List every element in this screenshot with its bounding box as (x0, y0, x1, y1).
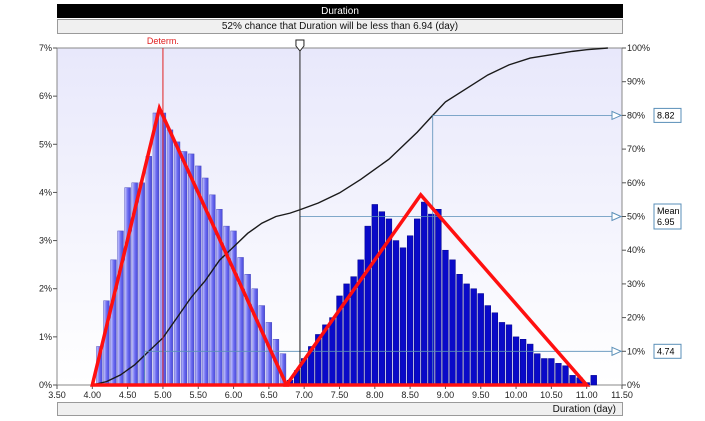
histogram-bar (442, 249, 449, 386)
slider-handle (295, 39, 305, 52)
histogram-bar (378, 211, 386, 386)
histogram-bar (180, 151, 188, 386)
x-tick-label: 8.00 (366, 390, 384, 400)
triangle-annotation (90, 102, 290, 387)
histogram-bar (435, 209, 442, 386)
histogram-bar (590, 375, 597, 386)
y-tick-label: 2% (39, 284, 52, 294)
histogram-bar (456, 274, 463, 386)
y-tick-label: 7% (39, 43, 52, 53)
x-tick-label: 9.50 (472, 390, 490, 400)
y-tick-label: 1% (39, 332, 52, 342)
percentile-value-box (653, 203, 682, 230)
percentile-value-label: 8.82 (657, 110, 675, 120)
y2-tick-label: 10% (627, 346, 645, 356)
chart-title: Duration (57, 4, 623, 18)
y-tick-label: 0% (39, 380, 52, 390)
determ-label: Determ. (147, 36, 179, 46)
histogram-bar (188, 153, 195, 386)
x-tick-label: 5.50 (189, 390, 207, 400)
x-tick-label: 7.50 (331, 390, 349, 400)
histogram-bar (562, 365, 569, 386)
histogram-bar (251, 288, 258, 386)
x-tick-label: 9.00 (437, 390, 455, 400)
y2-tick-label: 30% (627, 279, 645, 289)
x-tick-label: 10.00 (505, 390, 528, 400)
histogram-bar (428, 213, 435, 386)
x-tick-label: 11.00 (576, 390, 598, 400)
x-tick-label: 7.00 (295, 390, 313, 400)
histogram-bar (406, 235, 414, 386)
y2-tick-label: 100% (627, 43, 650, 53)
histogram-bar (230, 230, 237, 386)
y2-tick-label: 60% (627, 178, 645, 188)
percentile-value-label: Mean (657, 206, 680, 216)
x-tick-label: 11.50 (611, 390, 633, 400)
histogram-bar (534, 353, 541, 386)
x-tick-label: 3.50 (48, 390, 66, 400)
histogram-bar (399, 247, 407, 386)
y2-tick-label: 20% (627, 313, 645, 323)
histogram-bar (555, 363, 562, 386)
histogram-bar (166, 129, 174, 386)
histogram-bar (541, 358, 548, 386)
histogram-bar (527, 343, 534, 386)
y-tick-label: 4% (39, 187, 52, 197)
y2-tick-label: 90% (627, 77, 645, 87)
x-axis-label: Duration (day) (57, 402, 623, 416)
x-tick-label: 6.50 (260, 390, 278, 400)
histogram-bar (421, 201, 428, 386)
x-tick-label: 4.50 (119, 390, 137, 400)
y-tick-label: 3% (39, 236, 52, 246)
percentile-arrow (611, 211, 623, 222)
histogram-bar (491, 312, 499, 386)
x-tick-label: 6.00 (225, 390, 243, 400)
histogram-bar (477, 293, 484, 386)
y-tick-label: 6% (39, 91, 52, 101)
y2-tick-label: 80% (627, 110, 645, 120)
x-tick-label: 5.00 (154, 390, 172, 400)
histogram-bar (364, 225, 371, 386)
histogram-bar (124, 187, 131, 386)
histogram-bar (110, 259, 117, 386)
histogram-bar (244, 274, 251, 386)
histogram-bar (138, 182, 145, 386)
histogram-bar (371, 204, 378, 386)
y2-tick-label: 40% (627, 245, 645, 255)
triangle-annotation (283, 192, 591, 387)
histogram-bar (512, 336, 520, 386)
percentile-value-label: 6.95 (657, 217, 675, 227)
percentile-value-box (653, 107, 682, 123)
y2-tick-label: 50% (627, 212, 645, 222)
histogram-bar (498, 322, 506, 386)
histogram-bar (414, 218, 421, 386)
histogram-bar (258, 305, 265, 386)
histogram-bar (470, 288, 477, 386)
histogram-bar (519, 339, 527, 386)
histogram-bar (548, 358, 555, 386)
histogram-bar (484, 305, 491, 386)
histogram-bar (505, 324, 513, 386)
percentile-arrow (611, 110, 623, 121)
histogram-bar (463, 283, 470, 386)
y2-tick-label: 0% (627, 380, 640, 390)
x-axis-label-text: Duration (day) (552, 403, 616, 415)
x-tick-label: 8.50 (401, 390, 419, 400)
x-tick-label: 4.00 (84, 390, 102, 400)
cumulative-curve (92, 47, 608, 386)
histogram-bar (392, 240, 400, 386)
x-tick-label: 10.50 (540, 390, 563, 400)
y2-tick-label: 70% (627, 144, 645, 154)
percentile-value-box (653, 343, 682, 359)
probability-statement: 52% chance that Duration will be less th… (57, 19, 623, 34)
percentile-arrow (611, 346, 623, 357)
y-tick-label: 5% (39, 139, 52, 149)
histogram-bar (173, 141, 181, 386)
percentile-value-label: 4.74 (657, 346, 675, 356)
histogram-bar (449, 259, 456, 386)
